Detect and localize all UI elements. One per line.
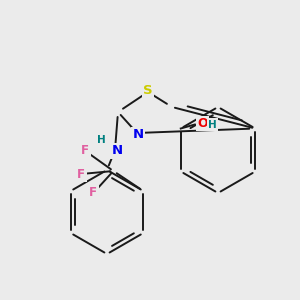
- Text: S: S: [143, 85, 153, 98]
- Text: O: O: [197, 117, 208, 130]
- Text: H: H: [97, 135, 105, 145]
- Text: F: F: [89, 187, 98, 200]
- Text: F: F: [77, 167, 86, 181]
- Text: H: H: [208, 119, 217, 130]
- Text: F: F: [81, 145, 89, 158]
- Text: N: N: [132, 128, 144, 142]
- Text: N: N: [111, 145, 123, 158]
